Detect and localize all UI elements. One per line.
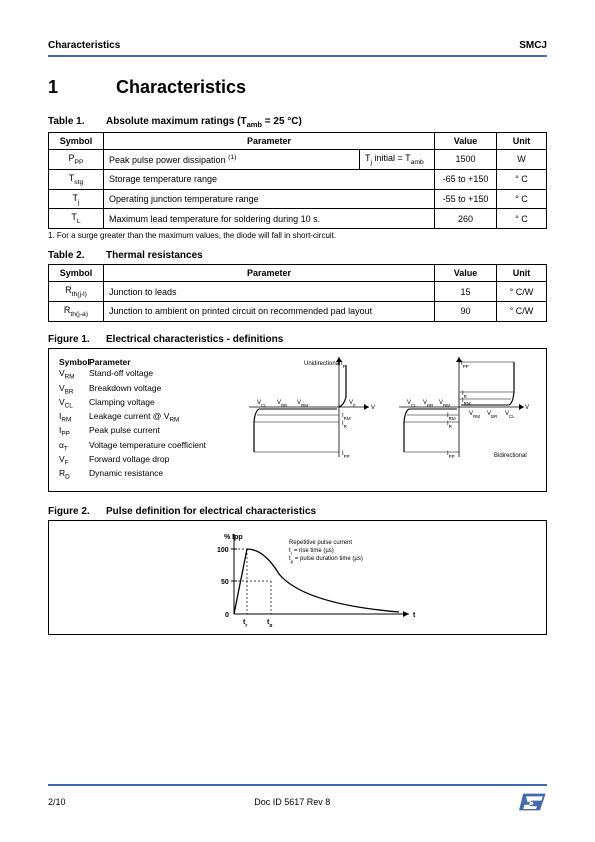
svg-text:tr = rise time (µs): tr = rise time (µs) — [289, 548, 334, 556]
svg-text:IRM: IRM — [447, 413, 456, 421]
th-value: Value — [435, 133, 497, 150]
table1-footnote: 1. For a surge greater than the maximum … — [48, 231, 547, 240]
svg-text:V: V — [525, 405, 529, 411]
bi-label: Bidirectional — [494, 453, 527, 459]
table-row: Tstg Storage temperature range -65 to +1… — [49, 169, 547, 189]
table-row: TL Maximum lead temperature for solderin… — [49, 209, 547, 229]
svg-text:VCL: VCL — [257, 400, 267, 408]
svg-text:0: 0 — [225, 612, 229, 619]
uni-label: Unidirectional — [304, 361, 340, 367]
table1-caption: Table 1.Absolute maximum ratings (Tamb =… — [48, 116, 547, 129]
table-row: Rth(j-a) Junction to ambient on printed … — [49, 301, 547, 321]
table2-caption: Table 2.Thermal resistances — [48, 250, 547, 261]
svg-text:IF: IF — [341, 361, 346, 369]
st-logo-icon — [519, 792, 547, 812]
svg-text:50: 50 — [221, 579, 229, 586]
svg-text:V: V — [371, 405, 375, 411]
svg-text:VBR: VBR — [277, 400, 288, 408]
svg-text:VRM: VRM — [469, 411, 480, 419]
svg-text:VBR: VBR — [423, 400, 434, 408]
fig1-caption: Figure 1.Electrical characteristics - de… — [48, 334, 547, 345]
svg-text:IR: IR — [342, 421, 348, 429]
fig1-diagrams: Unidirectional IF — [239, 357, 536, 483]
table-row: Tj Operating junction temperature range … — [49, 189, 547, 209]
svg-text:VRM: VRM — [439, 400, 450, 408]
page-header: Characteristics SMCJ — [48, 40, 547, 57]
th-unit: Unit — [497, 133, 547, 150]
table2: Symbol Parameter Value Unit Rth(j-l) Jun… — [48, 264, 547, 322]
table-row: Rth(j-l) Junction to leads 15 ° C/W — [49, 282, 547, 302]
svg-text:VRM: VRM — [297, 400, 308, 408]
doc-id: Doc ID 5617 Rev 8 — [254, 797, 330, 807]
page-footer: 2/10 Doc ID 5617 Rev 8 — [48, 784, 547, 812]
svg-text:tr: tr — [243, 619, 247, 627]
svg-text:Repetitive pulse current: Repetitive pulse current — [289, 540, 352, 546]
section-num: 1 — [48, 77, 116, 98]
fig2-ylabel: % Ipp — [224, 534, 243, 541]
svg-text:VCL: VCL — [407, 400, 417, 408]
header-left: Characteristics — [48, 40, 120, 51]
table-row: PPP Peak pulse power dissipation (1) Tj … — [49, 150, 547, 170]
header-right: SMCJ — [519, 40, 547, 51]
svg-text:VCL: VCL — [505, 411, 515, 419]
fig2-box: % Ipp 100 50 0 tr tp t Repetitive pulse … — [48, 520, 547, 635]
svg-text:VBR: VBR — [487, 411, 498, 419]
section-heading: 1Characteristics — [48, 77, 547, 98]
section-title: Characteristics — [116, 77, 246, 97]
page-number: 2/10 — [48, 797, 66, 807]
svg-text:t: t — [413, 612, 416, 619]
table1: Symbol Parameter Value Unit PPP Peak pul… — [48, 132, 547, 229]
svg-text:IRM: IRM — [342, 413, 351, 421]
fig1-symbol-defs: SymbolParameter VRMStand-off voltage VBR… — [59, 357, 224, 483]
fig2-caption: Figure 2.Pulse definition for electrical… — [48, 506, 547, 517]
svg-text:VF: VF — [349, 400, 356, 408]
svg-text:tp: tp — [267, 619, 272, 627]
svg-text:tp = pulse duration time (µs): tp = pulse duration time (µs) — [289, 556, 363, 564]
svg-text:100: 100 — [217, 547, 229, 554]
th-parameter: Parameter — [104, 133, 435, 150]
th-symbol: Symbol — [49, 133, 104, 150]
fig1-box: SymbolParameter VRMStand-off voltage VBR… — [48, 348, 547, 492]
svg-text:IPP: IPP — [342, 451, 350, 459]
fig2-chart: % Ipp 100 50 0 tr tp t Repetitive pulse … — [59, 529, 529, 627]
